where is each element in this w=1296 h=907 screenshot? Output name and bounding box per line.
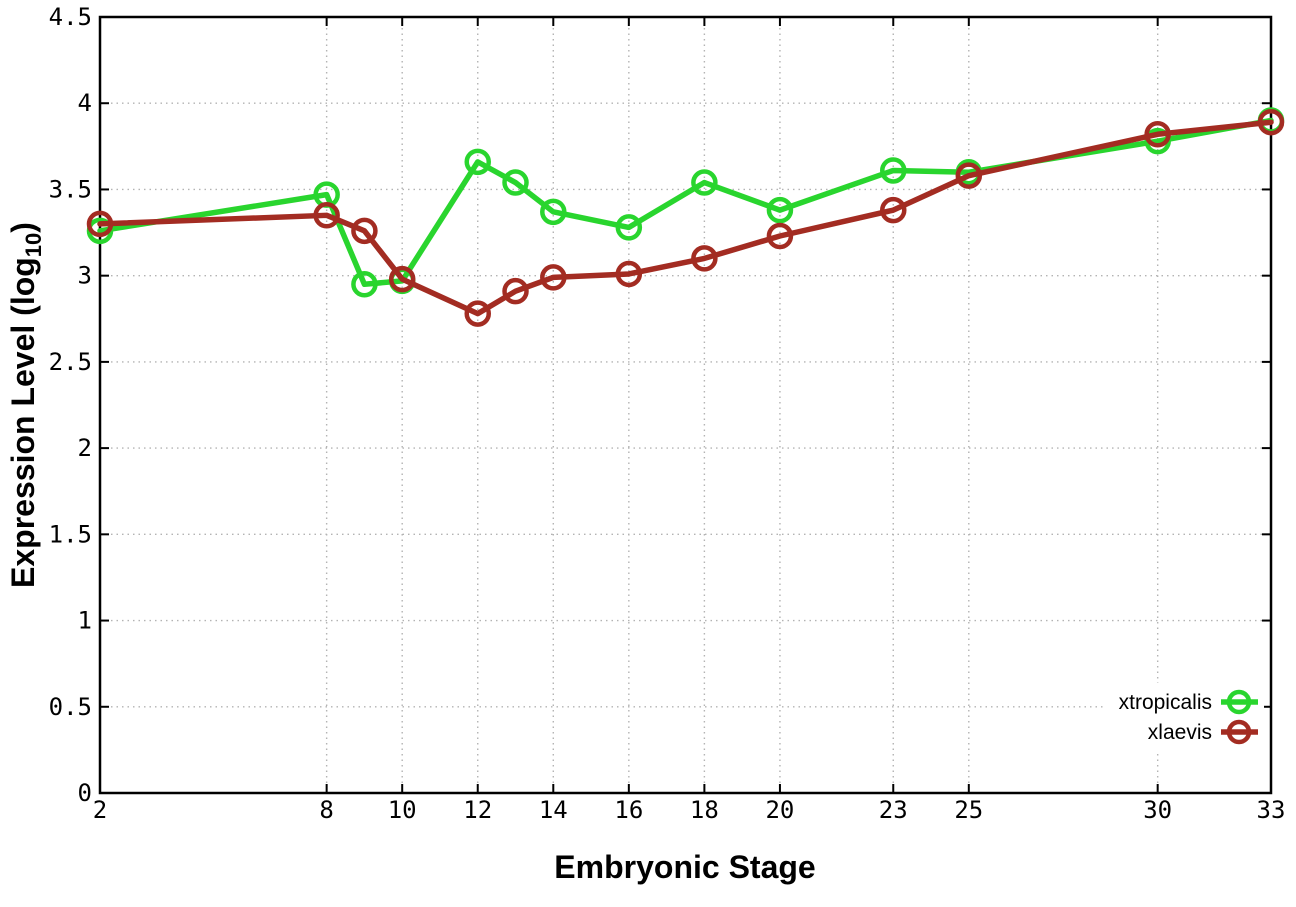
x-tick-label: 23 (879, 796, 908, 824)
data-point-xtropicalis (615, 214, 643, 241)
x-tick-label: 25 (954, 796, 983, 824)
x-tick-label: 8 (319, 796, 333, 824)
data-point-xtropicalis (464, 148, 491, 176)
y-tick-label: 0 (78, 779, 92, 807)
data-point-xtropicalis (691, 169, 718, 196)
legend-marker-xlaevis (1226, 719, 1252, 745)
data-point-xlaevis (313, 202, 340, 229)
y-axis-title: Expression Level (log10) (5, 222, 46, 588)
legend-marker-xtropicalis (1226, 689, 1252, 715)
x-tick-label: 33 (1257, 796, 1286, 824)
data-point-xlaevis (691, 245, 718, 272)
data-point-xtropicalis (880, 157, 907, 184)
data-point-xlaevis (1257, 108, 1285, 136)
x-tick-label: 30 (1143, 796, 1172, 824)
y-tick-label: 3 (78, 262, 92, 290)
y-tick-label: 1.5 (49, 520, 92, 548)
y-tick-label: 0.5 (49, 693, 92, 721)
data-point-xtropicalis (502, 169, 529, 196)
data-point-xlaevis (502, 277, 529, 305)
y-tick-label: 1 (78, 607, 92, 635)
plot-border (98, 15, 1273, 795)
data-point-xlaevis (388, 265, 416, 293)
data-point-xlaevis (464, 300, 491, 327)
data-point-xlaevis (766, 222, 794, 250)
x-tick-label: 12 (463, 796, 492, 824)
y-tick-label: 2.5 (49, 348, 92, 376)
legend-layer: xtropicalis xlaevis (1104, 683, 1264, 751)
data-point-xlaevis (86, 210, 114, 238)
x-tick-label: 2 (93, 796, 107, 824)
x-tick-label: 10 (388, 796, 417, 824)
data-point-xtropicalis (351, 271, 378, 298)
y-tick-label: 2 (78, 434, 92, 462)
y-tick-label: 3.5 (49, 175, 92, 203)
data-point-xlaevis (615, 260, 643, 288)
x-tick-label: 18 (690, 796, 719, 824)
data-point-xtropicalis (766, 196, 794, 224)
data-point-xlaevis (1144, 121, 1171, 148)
data-point-xlaevis (880, 196, 907, 224)
x-axis-title: Embryonic Stage (554, 849, 815, 885)
axes-layer: 2 8 10 12 14 16 18 20 23 25 30 33 0 0.5 1 1.5 2 2.5 3 3.5 4 4… (49, 3, 1286, 824)
x-tick-label: 20 (765, 796, 794, 824)
y-tick-label: 4.5 (49, 3, 92, 31)
x-tick-label: 16 (614, 796, 643, 824)
x-tick-label: 14 (539, 796, 568, 824)
data-point-xtropicalis (540, 198, 567, 226)
data-point-xlaevis (351, 217, 378, 245)
data-point-xlaevis (955, 162, 983, 189)
gridlines-layer (100, 17, 1271, 793)
data-point-xlaevis (540, 264, 567, 291)
legend-label-xlaevis: xlaevis (1148, 721, 1212, 744)
y-tick-label: 4 (78, 89, 92, 117)
series-layer (86, 107, 1285, 327)
legend-label-xtropicalis: xtropicalis (1119, 691, 1212, 714)
